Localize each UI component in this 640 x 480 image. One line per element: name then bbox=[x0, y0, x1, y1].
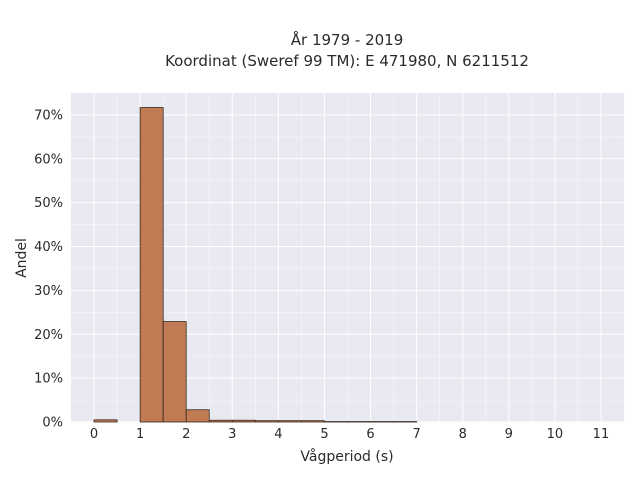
x-tick-label: 5 bbox=[320, 427, 328, 442]
x-tick-label: 6 bbox=[366, 427, 374, 442]
histogram-bar bbox=[93, 419, 118, 423]
histogram-bar bbox=[231, 419, 256, 423]
y-tick-label: 20% bbox=[34, 328, 63, 343]
x-tick-label: 11 bbox=[593, 427, 610, 442]
histogram-bar bbox=[347, 421, 371, 423]
y-tick-label: 40% bbox=[34, 240, 63, 255]
x-tick-label: 3 bbox=[228, 427, 236, 442]
histogram-bar bbox=[324, 421, 348, 423]
y-tick-label: 30% bbox=[34, 284, 63, 299]
histogram-bar bbox=[277, 420, 302, 423]
x-tick-label: 7 bbox=[412, 427, 420, 442]
chart-title: År 1979 - 2019 bbox=[291, 30, 404, 49]
histogram-bar bbox=[393, 421, 418, 423]
histogram-bar bbox=[301, 420, 325, 423]
x-axis-ticks: 0 1 2 3 4 5 6 7 8 9 10 11 bbox=[90, 427, 609, 442]
y-tick-label: 0% bbox=[42, 416, 63, 431]
y-tick-label: 60% bbox=[34, 152, 63, 167]
chart-subtitle: Koordinat (Sweref 99 TM): E 471980, N 62… bbox=[165, 52, 529, 70]
y-tick-label: 70% bbox=[34, 108, 63, 123]
x-tick-label: 2 bbox=[182, 427, 190, 442]
x-tick-label: 8 bbox=[459, 427, 467, 442]
histogram-bar bbox=[370, 421, 394, 423]
histogram-bar bbox=[162, 321, 187, 423]
bars bbox=[93, 107, 418, 423]
x-tick-label: 4 bbox=[274, 427, 282, 442]
x-tick-label: 10 bbox=[547, 427, 564, 442]
y-axis-label: Andel bbox=[14, 238, 30, 278]
x-axis-label: Vågperiod (s) bbox=[300, 448, 393, 465]
y-tick-label: 10% bbox=[34, 372, 63, 387]
histogram-bar bbox=[208, 419, 233, 423]
histogram-bar bbox=[139, 107, 164, 423]
histogram-bar bbox=[185, 409, 210, 423]
x-tick-label: 9 bbox=[505, 427, 513, 442]
histogram-bar bbox=[254, 420, 279, 423]
y-axis-ticks: 0% 10% 20% 30% 40% 50% 60% 70% bbox=[34, 108, 63, 430]
x-tick-label: 1 bbox=[136, 427, 144, 442]
y-tick-label: 50% bbox=[34, 196, 63, 211]
x-tick-label: 0 bbox=[90, 427, 98, 442]
